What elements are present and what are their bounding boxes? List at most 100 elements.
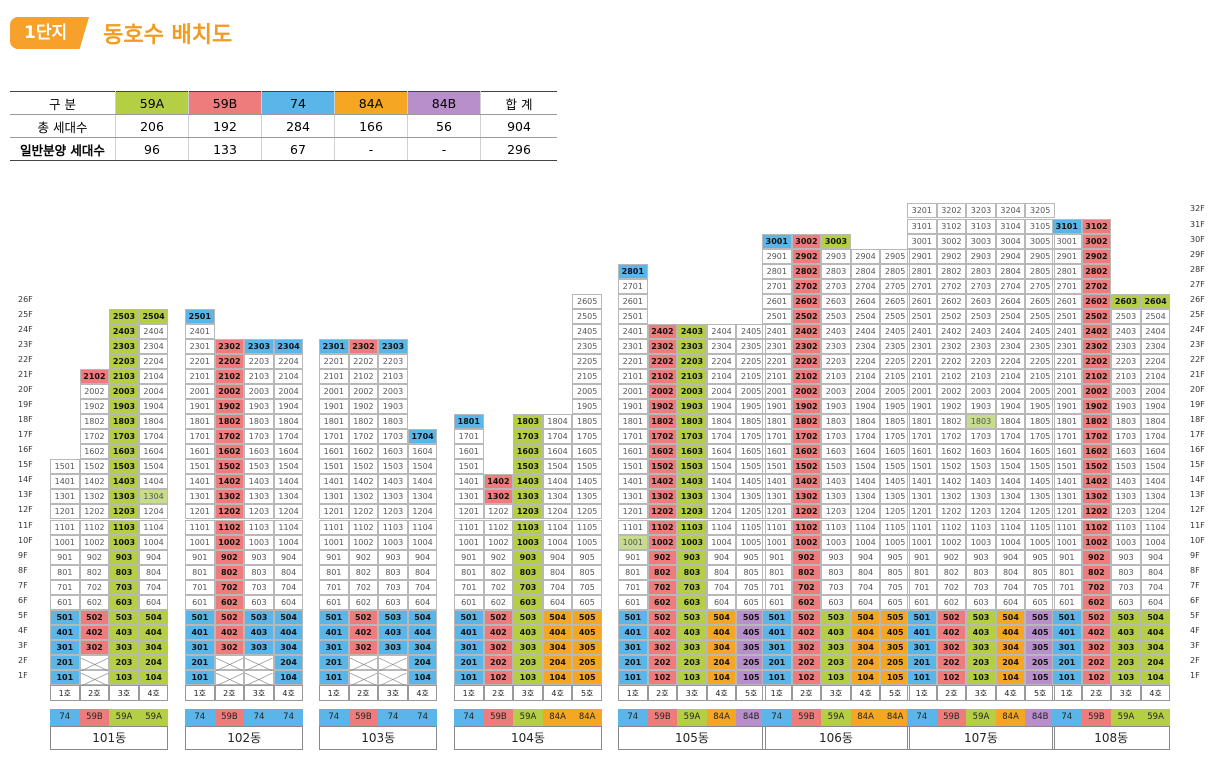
floor-label-right: 2F xyxy=(1190,655,1200,665)
unit-type-label: 84A xyxy=(995,709,1026,726)
unit-cell: 801 xyxy=(907,564,937,580)
unit-cell: 601 xyxy=(907,594,937,610)
unit-cell: 1304 xyxy=(995,489,1026,505)
unit-cell: 202 xyxy=(1081,654,1112,670)
unit-cell: 2201 xyxy=(319,353,349,369)
unit-cell: 1203 xyxy=(821,504,851,520)
unit-number-label: 1호 xyxy=(50,685,80,701)
unit-cell: 204 xyxy=(1140,654,1171,670)
unit-cell: 1804 xyxy=(995,414,1026,430)
unit-cell: 2004 xyxy=(995,384,1026,400)
floor-label-right: 31F xyxy=(1190,219,1205,229)
unit-cell: 2101 xyxy=(319,369,349,384)
unit-cell: 2203 xyxy=(109,353,139,369)
unit-cell: 602 xyxy=(791,594,822,610)
unit-cell: 2904 xyxy=(995,248,1026,264)
floor-label-right: 13F xyxy=(1190,490,1205,500)
unit-cell: 102 xyxy=(1081,670,1112,685)
unit-cell: 803 xyxy=(966,564,996,580)
unit-cell: 2901 xyxy=(762,248,792,264)
unit-cell: 704 xyxy=(542,579,573,595)
floor-label-right: 14F xyxy=(1190,475,1205,485)
unit-cell: 1003 xyxy=(244,534,274,550)
unit-cell: 302 xyxy=(214,639,245,655)
unit-cell: 2304 xyxy=(850,338,881,354)
cross-icon xyxy=(215,672,244,687)
unit-cell: 2501 xyxy=(618,308,648,324)
unit-cell: 303 xyxy=(966,639,996,655)
unit-cell: 2501 xyxy=(907,308,937,324)
summary-header-74: 74 xyxy=(261,91,335,115)
unit-type-label: 59B xyxy=(647,709,678,726)
unit-cell: 1103 xyxy=(244,519,274,535)
unit-cell: 104 xyxy=(273,670,304,685)
unit-cell: 701 xyxy=(319,579,349,595)
unit-number-label: 4호 xyxy=(995,685,1026,701)
unit-cell: 903 xyxy=(378,549,408,565)
unit-cell: 403 xyxy=(677,624,707,640)
floor-label-left: 11F xyxy=(18,520,33,530)
unit-cell: 3202 xyxy=(936,203,967,219)
unit-cell: 804 xyxy=(138,564,169,580)
unit-cell: 2501 xyxy=(1052,308,1082,324)
unit-cell: 302 xyxy=(1081,639,1112,655)
floor-label-left: 1F xyxy=(18,671,28,680)
unit-cell: 1102 xyxy=(791,519,822,535)
unit-cell: 603 xyxy=(244,594,274,610)
unit-cell: 703 xyxy=(966,579,996,595)
unit-cell: 2001 xyxy=(319,384,349,400)
unit-cell: 1405 xyxy=(880,474,910,490)
unit-cell: 104 xyxy=(706,670,737,685)
unit-type-label: 74 xyxy=(185,709,215,726)
unit-cell: 1501 xyxy=(618,459,648,475)
unit-cell: 301 xyxy=(454,639,484,655)
unit-cell: 1801 xyxy=(907,414,937,430)
unit-cell: 1103 xyxy=(966,519,996,535)
unit-cell: 1402 xyxy=(1081,474,1112,490)
unit-cell: 2102 xyxy=(791,369,822,384)
unit-cell: 502 xyxy=(214,609,245,625)
unit-cell: 505 xyxy=(1025,609,1055,625)
unit-cell: 2102 xyxy=(936,369,967,384)
unit-cell: 504 xyxy=(1140,609,1171,625)
unit-cell: 1001 xyxy=(907,534,937,550)
unit-cell: 2205 xyxy=(880,353,910,369)
unit-cell: 1804 xyxy=(542,414,573,430)
unit-cell: 1601 xyxy=(454,444,484,460)
unit-cell: 701 xyxy=(1052,579,1082,595)
unit-cell: 304 xyxy=(407,639,438,655)
unit-cell: 602 xyxy=(79,594,110,610)
building-name-label: 104동 xyxy=(454,726,602,750)
unit-cell: 1104 xyxy=(407,519,438,535)
unit-cell: 804 xyxy=(706,564,737,580)
unit-cell: 1902 xyxy=(791,399,822,415)
unit-cell: 504 xyxy=(995,609,1026,625)
unit-cell: 1403 xyxy=(1111,474,1141,490)
unit-cell: 1002 xyxy=(791,534,822,550)
unit-cell: 1202 xyxy=(1081,504,1112,520)
unit-cell: 1104 xyxy=(850,519,881,535)
unit-cell: 1303 xyxy=(1111,489,1141,505)
unit-cell: 1701 xyxy=(319,429,349,445)
unit-cell: 2503 xyxy=(821,308,851,324)
unit-cell: 1604 xyxy=(273,444,304,460)
unit-type-label: 84A xyxy=(706,709,737,726)
unit-cell: 2103 xyxy=(378,369,408,384)
unit-cell: 1005 xyxy=(572,534,602,550)
unit-cell: 902 xyxy=(936,549,967,565)
unit-cell: 1802 xyxy=(1081,414,1112,430)
unit-cell: 804 xyxy=(1140,564,1171,580)
unit-cell: 2404 xyxy=(1140,323,1171,339)
unit-cell: 603 xyxy=(513,594,543,610)
unit-cell: 1603 xyxy=(378,444,408,460)
unit-cell: 1003 xyxy=(1111,534,1141,550)
unit-cell: 901 xyxy=(762,549,792,565)
unit-cell: 804 xyxy=(995,564,1026,580)
unit-cell: 1601 xyxy=(1052,444,1082,460)
unit-cell: 204 xyxy=(995,654,1026,670)
unit-cell: 105 xyxy=(880,670,910,685)
unit-cell: 303 xyxy=(244,639,274,655)
unit-cell: 901 xyxy=(1052,549,1082,565)
unit-cell: 2402 xyxy=(647,323,678,339)
summary-cell: 284 xyxy=(261,114,335,138)
